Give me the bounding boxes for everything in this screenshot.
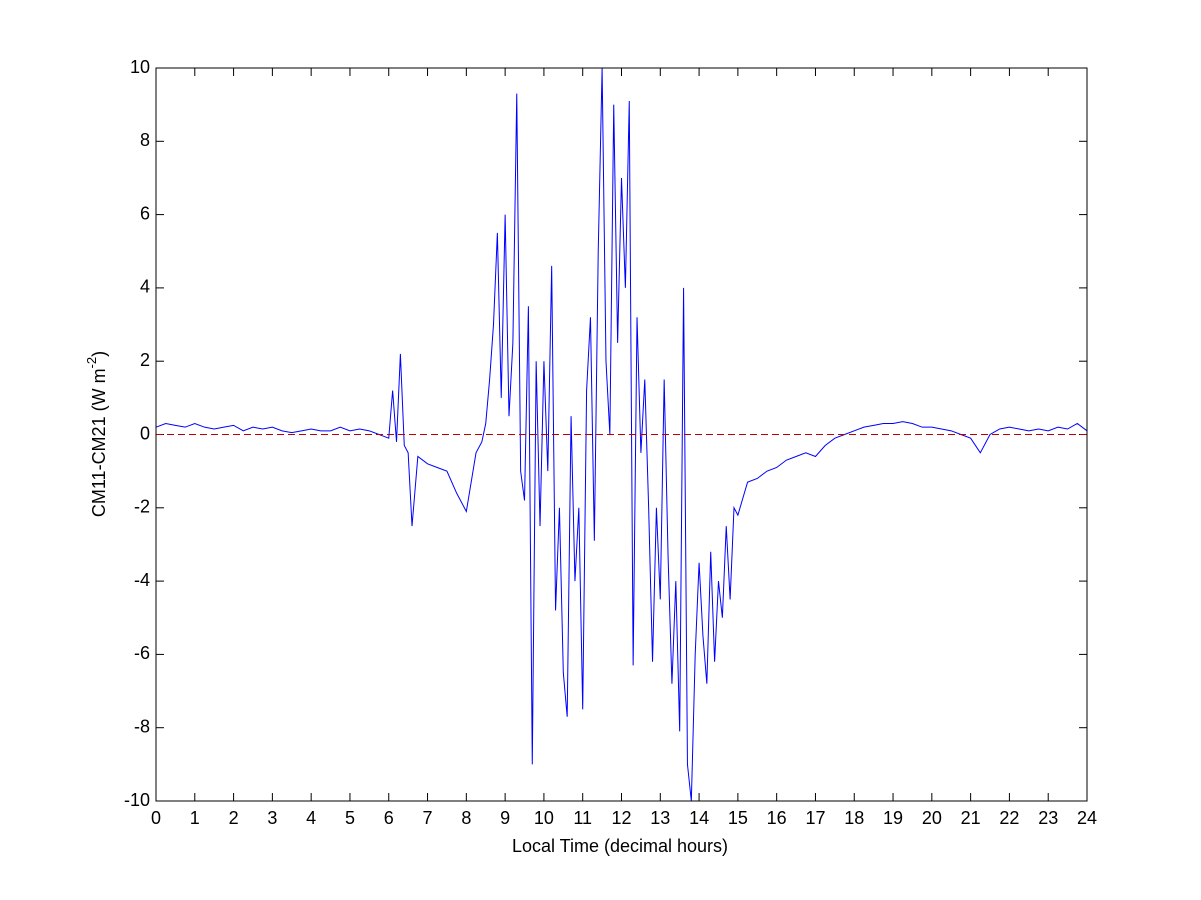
x-tick-label: 9 bbox=[500, 808, 510, 828]
x-tick-label: 12 bbox=[611, 808, 631, 828]
y-tick-label: -2 bbox=[134, 497, 150, 517]
x-tick-label: 16 bbox=[767, 808, 787, 828]
x-tick-label: 17 bbox=[805, 808, 825, 828]
x-tick-label: 11 bbox=[573, 808, 592, 828]
y-axis-label: CM11-CM21 (W m-2) bbox=[84, 351, 108, 517]
y-tick-label: 6 bbox=[140, 203, 150, 223]
x-tick-label: 10 bbox=[534, 808, 554, 828]
x-tick-label: 0 bbox=[151, 808, 161, 828]
x-tick-label: 20 bbox=[922, 808, 942, 828]
x-tick-label: 1 bbox=[190, 808, 200, 828]
x-tick-label: 13 bbox=[650, 808, 670, 828]
y-tick-label: 10 bbox=[130, 57, 150, 77]
y-tick-label: 4 bbox=[140, 277, 150, 297]
data-line bbox=[155, 67, 1088, 802]
y-tick-label: -4 bbox=[134, 570, 150, 590]
x-axis-label: Local Time (decimal hours) bbox=[512, 836, 728, 856]
y-label-suffix: ) bbox=[89, 351, 109, 357]
x-tick-label: 3 bbox=[267, 808, 277, 828]
y-label-superscript: -2 bbox=[84, 357, 99, 369]
plot-frame bbox=[155, 67, 1088, 802]
y-tick-label: 2 bbox=[140, 350, 150, 370]
x-tick-label: 22 bbox=[999, 808, 1019, 828]
x-tick-label: 23 bbox=[1038, 808, 1058, 828]
x-tick-label: 19 bbox=[883, 808, 903, 828]
y-tick-label: 8 bbox=[140, 130, 150, 150]
y-tick-label: -10 bbox=[124, 790, 150, 810]
x-tick-label: 24 bbox=[1077, 808, 1097, 828]
x-tick-label: 8 bbox=[461, 808, 471, 828]
y-tick-label: -8 bbox=[134, 716, 150, 736]
x-tick-label: 14 bbox=[689, 808, 709, 828]
y-tick-label: 0 bbox=[140, 423, 150, 443]
x-tick-label: 2 bbox=[229, 808, 239, 828]
x-tick-label: 7 bbox=[423, 808, 433, 828]
y-label-text: CM11-CM21 (W m bbox=[89, 368, 109, 517]
x-tick-label: 18 bbox=[844, 808, 864, 828]
x-tick-label: 5 bbox=[345, 808, 355, 828]
x-tick-label: 4 bbox=[306, 808, 316, 828]
x-tick-label: 15 bbox=[728, 808, 748, 828]
y-tick-label: -6 bbox=[134, 643, 150, 663]
x-tick-label: 6 bbox=[384, 808, 394, 828]
x-tick-label: 21 bbox=[961, 808, 981, 828]
